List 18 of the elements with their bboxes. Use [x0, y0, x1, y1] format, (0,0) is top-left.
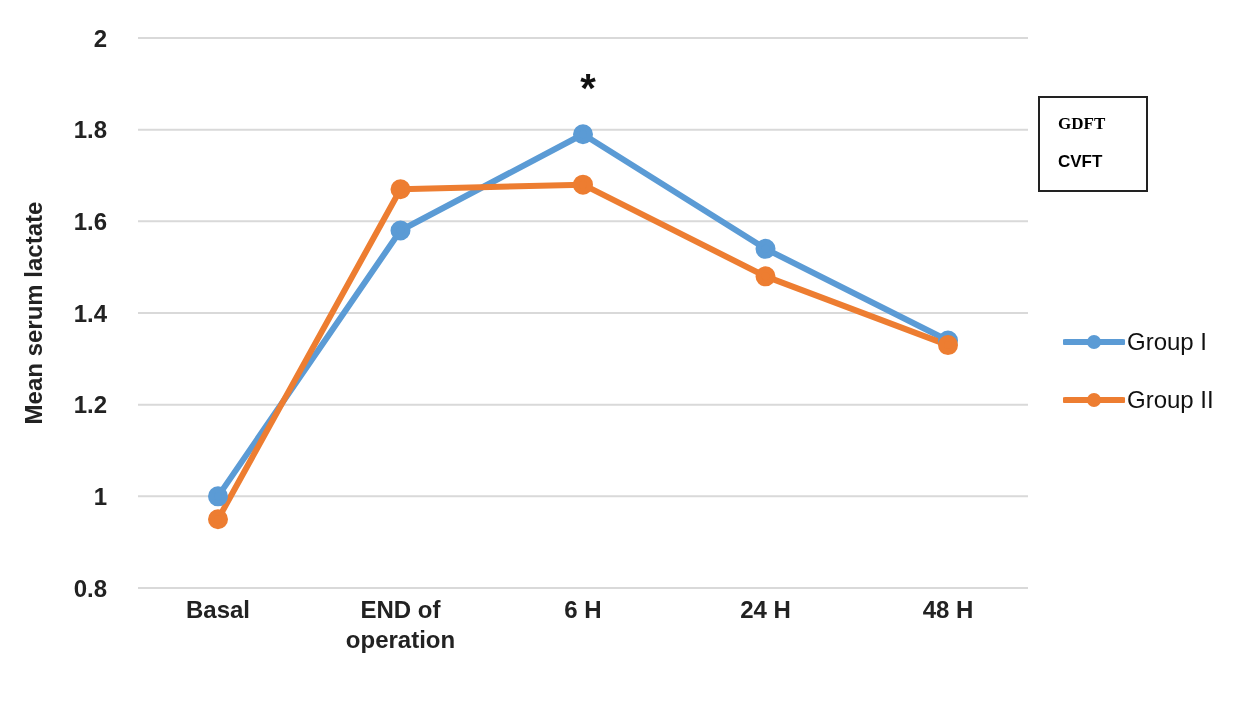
- y-tick-label: 1.6: [73, 207, 107, 235]
- x-tick-label: 6 H: [564, 596, 602, 623]
- y-tick-label: 2: [93, 24, 107, 52]
- text: GDFT: [1058, 114, 1107, 134]
- y-tick-label: 1.4: [73, 299, 108, 327]
- y-tick-label: 0.8: [73, 574, 107, 602]
- annotation: *: [579, 66, 597, 110]
- y-tick-label: 1.2: [73, 391, 107, 419]
- x-tick-label: END of operation: [345, 596, 456, 653]
- legend-label: Group I: [1127, 328, 1208, 356]
- x-tick-label: Basal: [185, 596, 251, 623]
- x-tick-label: 24 H: [740, 596, 791, 623]
- y-tick-label: 1.8: [73, 116, 107, 144]
- text: CVFT: [1058, 152, 1104, 172]
- legend-label: Group II: [1127, 386, 1214, 414]
- y-tick-label: 1: [93, 482, 107, 510]
- x-tick-label: 48 H: [922, 596, 974, 623]
- y-axis-title: Mean serum lactate: [19, 201, 47, 425]
